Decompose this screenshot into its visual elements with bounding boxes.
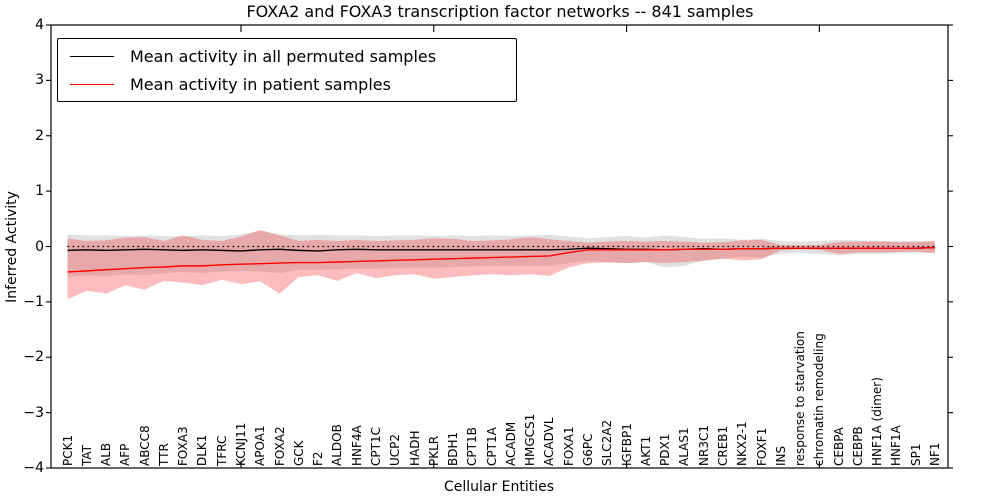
x-category-label: HADH [407,430,422,467]
legend: Mean activity in all permuted samples Me… [57,38,517,102]
x-category-label: ABCC8 [137,425,152,466]
chart-title: FOXA2 and FOXA3 transcription factor net… [246,2,754,21]
x-category-label: PDX1 [658,433,673,466]
x-category-label: SP1 [908,443,923,467]
x-category-label: ALDOB [330,424,345,466]
y-tick-label: −1 [23,293,44,310]
legend-line-patient-icon [70,83,114,85]
x-category-label: APOA1 [253,425,268,466]
legend-label-patient: Mean activity in patient samples [130,74,391,94]
y-tick-label: −2 [23,349,44,366]
x-category-label: NR3C1 [696,425,711,466]
x-category-label: ALAS1 [677,427,692,466]
permuted-range-band [67,230,935,277]
x-category-label: AKT1 [638,435,653,466]
x-category-label: DLK1 [195,434,210,466]
x-category-label: CREB1 [715,425,730,466]
x-category-label: ACADM [503,421,518,466]
x-category-label: PKLR [426,435,441,466]
x-category-label: GCK [291,440,306,466]
x-category-label: NKX2-1 [735,421,750,466]
axis-ticks [46,24,953,469]
x-category-label: PCK1 [60,434,75,466]
series-line-1 [67,246,936,273]
x-category-label: TTR [156,443,171,466]
legend-line-permuted-icon [70,55,114,57]
legend-label-permuted: Mean activity in all permuted samples [130,46,437,66]
y-tick-label: −4 [23,460,44,476]
x-category-label: INS [773,445,788,466]
x-category-label: F2 [311,451,326,466]
x-category-label: TFRC [214,435,229,466]
x-category-label: chromatin remodeling [812,333,827,466]
x-category-label: HNF1A [889,425,904,466]
x-axis-title: Cellular Entities [443,479,555,495]
x-category-label: ACADVL [542,417,557,466]
legend-entry-patient: Mean activity in patient samples [58,71,516,97]
x-category-label: FOXA2 [272,426,287,466]
x-category-label: CPT1A [484,427,499,466]
x-category-label: G6PC [581,433,595,466]
y-tick-label: 2 [35,127,44,144]
x-category-label: FOXF1 [754,427,769,466]
legend-entry-permuted: Mean activity in all permuted samples [58,43,516,69]
x-category-label: CPT1B [465,427,480,466]
x-category-label: HNF4A [349,425,364,466]
x-category-label: HNF1A (dimer) [870,377,885,466]
x-category-label: BDH1 [446,431,461,466]
x-category-label: SLC2A2 [600,419,615,466]
x-category-label: NF1 [928,442,942,466]
x-category-label: CEBPA [831,427,846,466]
x-category-label: AFP [118,443,133,466]
y-tick-label: 3 [35,72,44,89]
x-category-label: CEBPB [850,426,865,466]
x-category-label: ALB [99,442,114,466]
y-tick-label: 4 [35,17,44,33]
x-category-label: TAT [79,444,94,466]
x-category-label: KCNJ11 [234,422,248,466]
x-category-label: CPT1C [368,427,383,466]
y-tick-label: 1 [35,183,44,200]
patient-range-band [67,229,935,300]
x-category-label: IGFBP1 [619,423,634,466]
y-tick-label: 0 [35,238,44,255]
y-tick-label: −3 [23,404,44,421]
x-category-label: FOXA1 [561,426,576,466]
x-category-label: FOXA3 [176,426,191,466]
x-category-label: UCP2 [388,433,403,466]
x-category-label: HMGCS1 [523,413,538,466]
x-category-label: response to starvation [793,331,808,466]
